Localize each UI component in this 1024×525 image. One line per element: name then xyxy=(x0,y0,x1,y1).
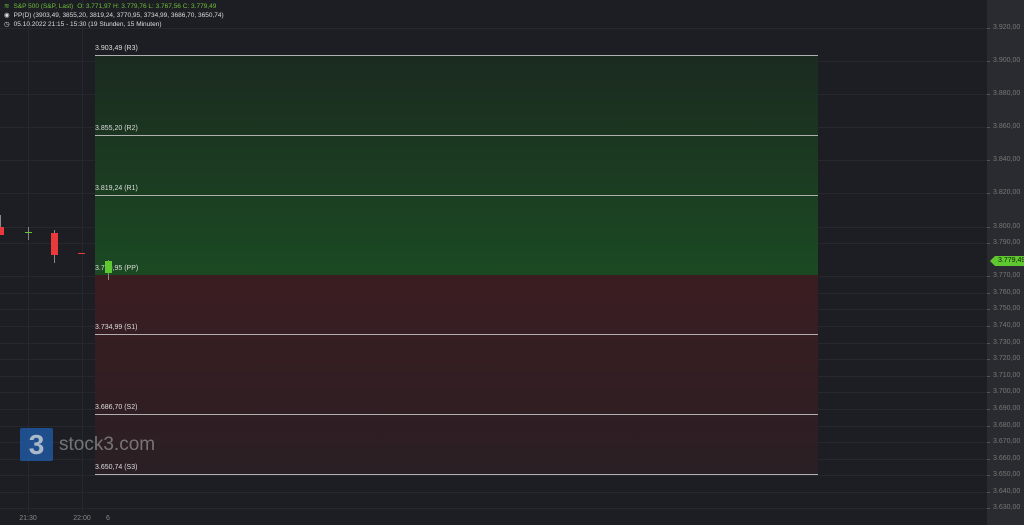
candle-up xyxy=(25,231,32,233)
candle-down xyxy=(51,233,58,255)
y-tick xyxy=(987,226,990,228)
pivot-label-s3: 3.650,74 (S3) xyxy=(95,464,138,472)
y-tick-label: 3.880,00 xyxy=(993,89,1021,97)
y-tick xyxy=(987,27,990,29)
pivot-label-s1: 3.734,99 (S1) xyxy=(95,324,138,332)
y-tick-label: 3.630,00 xyxy=(993,504,1021,512)
y-tick-label: 3.680,00 xyxy=(993,421,1021,429)
y-tick xyxy=(987,309,990,311)
watermark: 3 stock3.com xyxy=(20,428,155,461)
pivot-line-r2 xyxy=(95,135,818,137)
y-tick xyxy=(987,276,990,278)
candle-up xyxy=(105,260,112,274)
y-tick xyxy=(987,342,990,344)
y-tick-label: 3.790,00 xyxy=(993,239,1021,247)
y-tick-label: 3.730,00 xyxy=(993,338,1021,346)
pivot-label-r3: 3.903,49 (R3) xyxy=(95,45,138,52)
y-tick xyxy=(987,458,990,460)
y-tick-label: 3.920,00 xyxy=(993,23,1021,31)
y-tick xyxy=(987,375,990,377)
y-tick-label: 3.690,00 xyxy=(993,404,1021,412)
y-tick xyxy=(987,326,990,328)
pivot-line-r1 xyxy=(95,194,818,196)
y-tick xyxy=(987,508,990,510)
legend-instrument: ≋ S&P 500 (S&P, Last) O: 3.771,97 H: 3.7… xyxy=(4,3,216,11)
y-tick-label: 3.650,00 xyxy=(993,471,1021,479)
y-tick-label: 3.640,00 xyxy=(993,487,1021,495)
y-tick xyxy=(987,442,990,444)
x-tick-label: 22:00 xyxy=(73,515,91,522)
y-tick-label: 3.900,00 xyxy=(993,56,1021,64)
pivot-label-r2: 3.855,20 (R2) xyxy=(95,125,138,133)
y-tick xyxy=(987,475,990,477)
y-tick xyxy=(987,160,990,162)
y-tick xyxy=(987,60,990,62)
y-tick-label: 3.740,00 xyxy=(993,322,1021,330)
pivot-line-s1 xyxy=(95,334,818,336)
legend-indicator: ◉ PP(D) (3903,49, 3855,20, 3819,24, 3770… xyxy=(4,12,224,20)
y-tick-label: 3.800,00 xyxy=(993,222,1021,230)
last-price-tag: 3.779,49 xyxy=(990,255,1024,266)
grid-line-v xyxy=(28,0,29,512)
x-tick-label: 6 xyxy=(106,515,110,522)
indicator-values[interactable]: PP(D) (3903,49, 3855,20, 3819,24, 3770,9… xyxy=(13,12,224,19)
clock-icon: ◷ xyxy=(4,21,10,28)
pivot-line-s3 xyxy=(95,474,818,476)
grid-line-h xyxy=(0,508,987,510)
resistance-zone xyxy=(95,55,818,275)
y-tick-label: 3.700,00 xyxy=(993,388,1021,396)
y-tick-label: 3.860,00 xyxy=(993,123,1021,131)
candle-wick xyxy=(0,214,1,235)
period-text: 05.10.2022 21:15 - 15:30 (19 Stunden, 15… xyxy=(13,21,162,28)
grid-line-h xyxy=(0,27,987,29)
pivot-line-r3 xyxy=(95,55,818,56)
instrument-name[interactable]: S&P 500 (S&P, Last) xyxy=(13,3,74,10)
y-tick xyxy=(987,392,990,394)
y-tick xyxy=(987,193,990,195)
stock3-logo-icon: 3 xyxy=(20,428,53,461)
price-chart-area[interactable]: 3.903,49 (R3) 3.855,20 (R2) 3.819,24 (R1) 3… xyxy=(0,0,987,525)
y-tick-label: 3.670,00 xyxy=(993,438,1021,446)
candle-down xyxy=(78,253,85,255)
x-tick-label: 21:30 xyxy=(19,515,37,522)
y-tick-label: 3.820,00 xyxy=(993,189,1021,197)
y-tick-label: 3.840,00 xyxy=(993,156,1021,164)
grid-line-v xyxy=(82,0,83,512)
y-tick xyxy=(987,243,990,245)
grid-line-h xyxy=(0,475,987,477)
indicator-icon: ◉ xyxy=(4,12,10,19)
y-tick-label: 3.660,00 xyxy=(993,454,1021,462)
pivot-label-pp: 3.770,95 (PP) xyxy=(95,264,139,272)
instrument-icon: ≋ xyxy=(4,3,10,10)
y-tick-label: 3.770,00 xyxy=(993,272,1021,280)
y-tick xyxy=(987,491,990,493)
y-tick xyxy=(987,93,990,95)
y-tick-label: 3.760,00 xyxy=(993,288,1021,296)
candle-wick xyxy=(28,226,29,240)
y-tick-label: 3.720,00 xyxy=(993,355,1021,363)
pivot-line-s2 xyxy=(95,414,818,416)
ohlc-values: O: 3.771,97 H: 3.779,76 L: 3.767,56 C: 3… xyxy=(77,3,217,10)
y-tick xyxy=(987,359,990,361)
y-tick-label: 3.750,00 xyxy=(993,305,1021,313)
y-tick-label: 3.710,00 xyxy=(993,371,1021,379)
watermark-text: stock3.com xyxy=(59,433,156,455)
y-tick xyxy=(987,425,990,427)
pivot-line-pp xyxy=(95,275,818,276)
pivot-label-s2: 3.686,70 (S2) xyxy=(95,404,138,412)
candle-down xyxy=(0,226,4,235)
legend-period: ◷ 05.10.2022 21:15 - 15:30 (19 Stunden, … xyxy=(4,21,161,29)
y-tick xyxy=(987,292,990,294)
support-zone xyxy=(95,274,818,475)
pivot-label-r1: 3.819,24 (R1) xyxy=(95,184,138,192)
y-tick xyxy=(987,408,990,410)
y-tick xyxy=(987,127,990,129)
grid-line-h xyxy=(0,491,987,493)
